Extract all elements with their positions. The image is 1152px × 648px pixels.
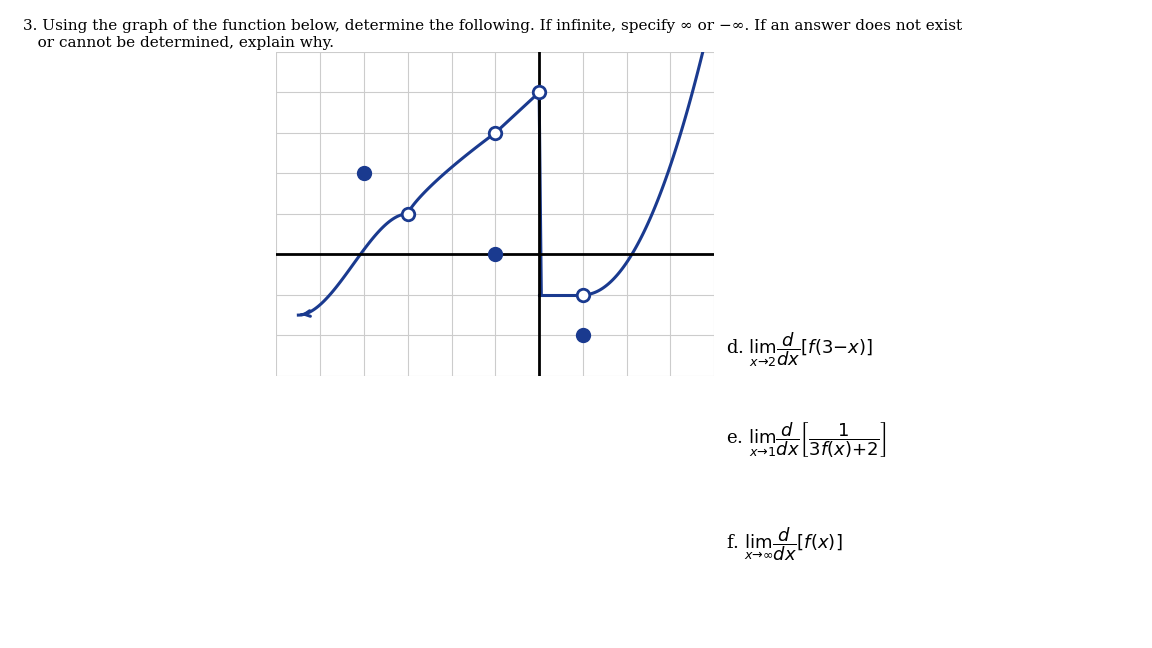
Text: d. $\lim_{x\to 2}\dfrac{d}{dx}\left[f(3-x)\right]$: d. $\lim_{x\to 2}\dfrac{d}{dx}\left[f(3-…	[726, 331, 873, 369]
Text: f. $\lim_{x\to\infty}\dfrac{d}{dx}\left[f(x)\right]$: f. $\lim_{x\to\infty}\dfrac{d}{dx}\left[…	[726, 526, 842, 563]
Text: 3. Using the graph of the function below, determine the following. If infinite, : 3. Using the graph of the function below…	[23, 19, 962, 50]
Text: e. $\lim_{x\to 1}\dfrac{d}{dx}\left[\dfrac{1}{3f(x)+2}\right]$: e. $\lim_{x\to 1}\dfrac{d}{dx}\left[\dfr…	[726, 421, 887, 461]
